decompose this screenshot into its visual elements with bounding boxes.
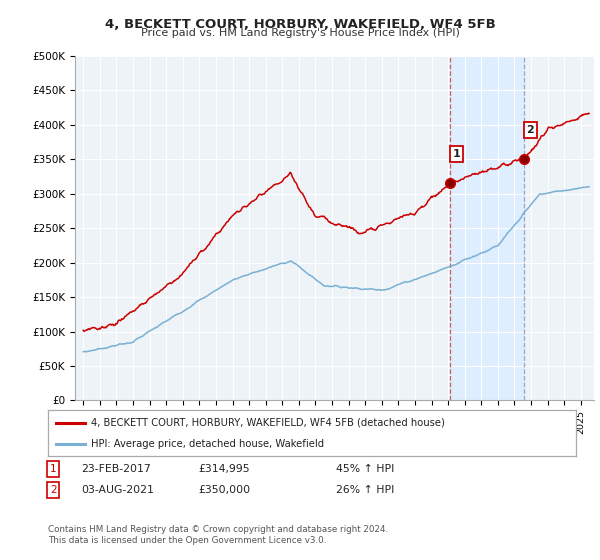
Text: 03-AUG-2021: 03-AUG-2021	[81, 485, 154, 495]
Text: 4, BECKETT COURT, HORBURY, WAKEFIELD, WF4 5FB: 4, BECKETT COURT, HORBURY, WAKEFIELD, WF…	[104, 18, 496, 31]
Text: 1: 1	[453, 150, 461, 159]
Text: £314,995: £314,995	[198, 464, 250, 474]
Text: 23-FEB-2017: 23-FEB-2017	[81, 464, 151, 474]
Text: Contains HM Land Registry data © Crown copyright and database right 2024.
This d: Contains HM Land Registry data © Crown c…	[48, 525, 388, 545]
Text: £350,000: £350,000	[198, 485, 250, 495]
Text: Price paid vs. HM Land Registry's House Price Index (HPI): Price paid vs. HM Land Registry's House …	[140, 28, 460, 38]
Text: 1: 1	[50, 464, 56, 474]
Text: 2: 2	[527, 125, 534, 135]
Text: 26% ↑ HPI: 26% ↑ HPI	[336, 485, 394, 495]
Text: 45% ↑ HPI: 45% ↑ HPI	[336, 464, 394, 474]
Text: 4, BECKETT COURT, HORBURY, WAKEFIELD, WF4 5FB (detached house): 4, BECKETT COURT, HORBURY, WAKEFIELD, WF…	[91, 418, 445, 428]
Text: HPI: Average price, detached house, Wakefield: HPI: Average price, detached house, Wake…	[91, 439, 325, 449]
Text: 2: 2	[50, 485, 56, 495]
Bar	[451, 56, 524, 400]
